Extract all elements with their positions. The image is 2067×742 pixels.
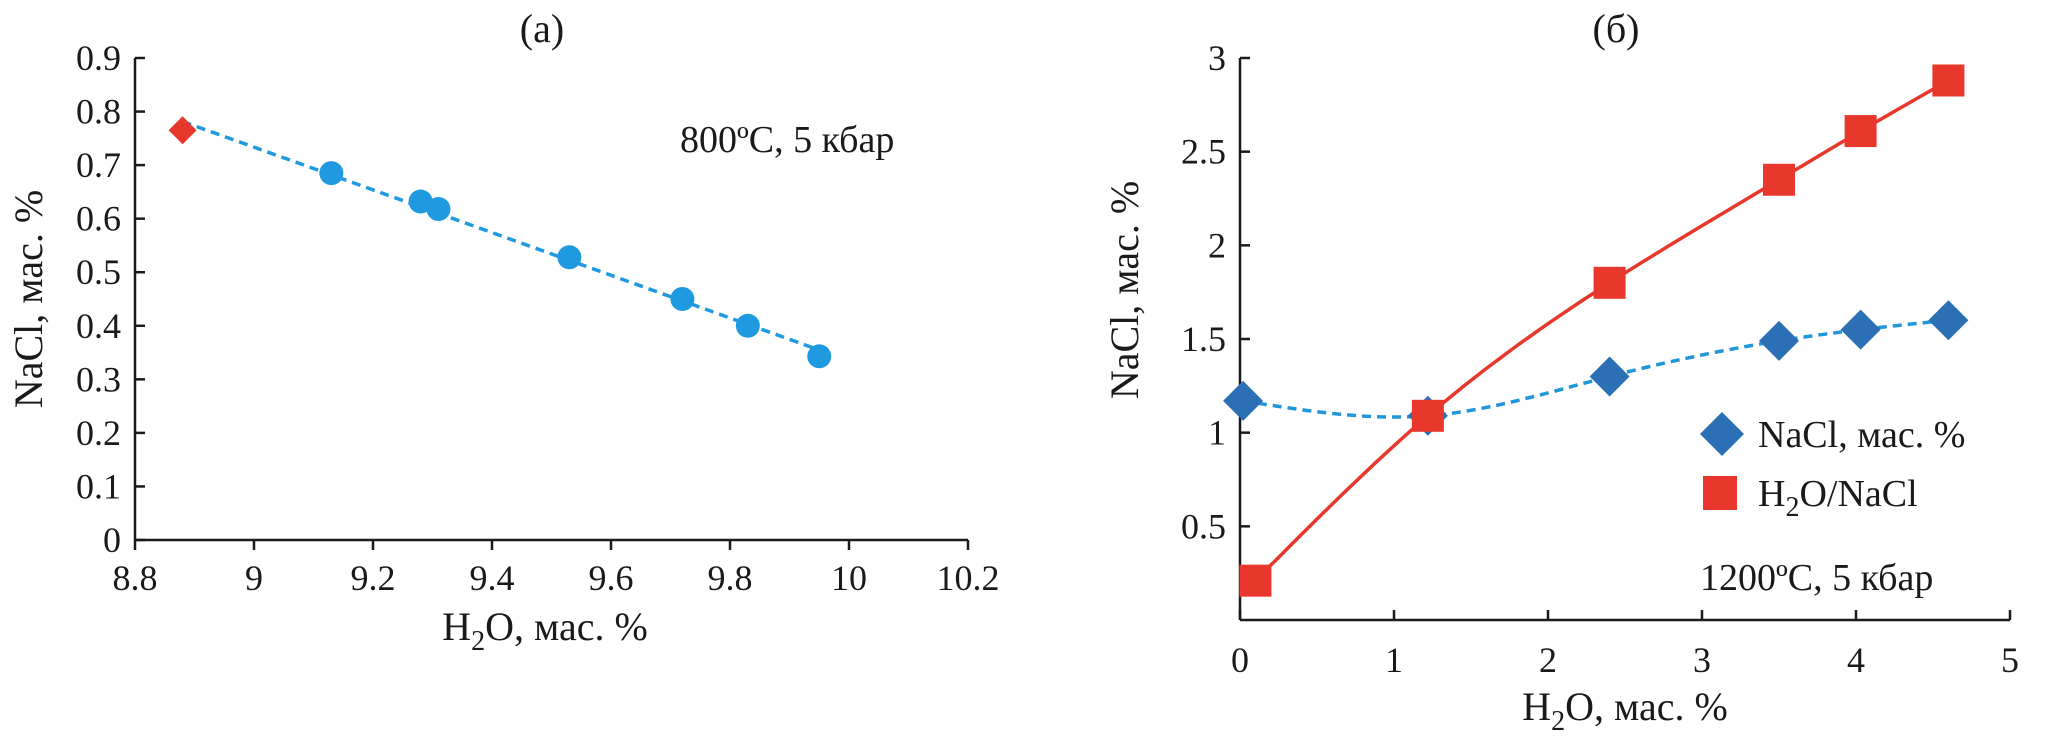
y-tick-label: 0 bbox=[103, 520, 121, 560]
x-tick-label: 9.6 bbox=[589, 558, 634, 598]
data-point-diamond bbox=[1928, 300, 1969, 341]
y-tick-label: 0.5 bbox=[76, 252, 121, 292]
x-tick-label: 10.2 bbox=[937, 558, 1000, 598]
legend-label-nacl: NaCl, мас. % bbox=[1758, 414, 1965, 456]
panel-b: (б) 0.5 1 1.5 2 2.5 3 0 1 2 3 4 5 1200ºC, 5 кбар N… bbox=[1102, 6, 2019, 737]
data-point-circle bbox=[557, 245, 582, 270]
y-tick-label: 1 bbox=[1208, 413, 1226, 453]
panel-b-y-ticks: 0.5 1 1.5 2 2.5 3 bbox=[1181, 38, 1250, 546]
data-point-circle bbox=[735, 313, 760, 338]
data-point-circle bbox=[319, 161, 344, 186]
x-tick-label: 2 bbox=[1539, 640, 1557, 680]
x-tick-label: 9.4 bbox=[470, 558, 515, 598]
y-tick-label: 0.7 bbox=[76, 145, 121, 185]
panel-b-title: (б) bbox=[1593, 6, 1640, 51]
data-point-square bbox=[1844, 115, 1877, 148]
panel-b-annotation: 1200ºC, 5 кбар bbox=[1700, 557, 1933, 599]
y-tick-label: 0.1 bbox=[76, 466, 121, 506]
data-point-square bbox=[1411, 399, 1444, 432]
data-point-diamond bbox=[1759, 320, 1799, 361]
panel-a-axes bbox=[133, 58, 968, 542]
x-tick-label: 9 bbox=[245, 558, 263, 598]
x-tick-label: 10 bbox=[831, 558, 867, 598]
panel-b-x-label: H2O, мас. % bbox=[1522, 684, 1728, 737]
y-tick-label: 0.2 bbox=[76, 413, 121, 453]
y-tick-label: 0.9 bbox=[76, 38, 121, 78]
panel-b-plot-area bbox=[1223, 64, 1969, 597]
x-tick-label: 1 bbox=[1385, 640, 1403, 680]
panel-a-y-label: NaCl, мас. % bbox=[6, 190, 51, 408]
x-tick-label: 9.2 bbox=[351, 558, 396, 598]
y-tick-label: 0.6 bbox=[76, 199, 121, 239]
y-tick-label: 2 bbox=[1208, 225, 1226, 265]
y-tick-label: 0.4 bbox=[76, 306, 121, 346]
y-tick-label: 0.5 bbox=[1181, 506, 1226, 546]
legend-marker-square bbox=[1703, 476, 1737, 510]
x-tick-label: 3 bbox=[1693, 640, 1711, 680]
data-point-circle bbox=[807, 344, 832, 369]
legend-label-h2o-nacl: H2O/NaCl bbox=[1758, 473, 1918, 523]
y-tick-label: 2.5 bbox=[1181, 132, 1226, 172]
panel-a: (а) 0 0.1 0.2 0.3 0.4 0.5 0.6 0.7 0.8 0.9 8.8 9 9.2… bbox=[6, 6, 1000, 657]
x-tick-label: 0 bbox=[1231, 640, 1249, 680]
x-tick-label: 4 bbox=[1847, 640, 1865, 680]
legend-entry-nacl: NaCl, мас. % bbox=[1700, 412, 1965, 456]
y-tick-label: 0.3 bbox=[76, 359, 121, 399]
panel-b-x-ticks: 0 1 2 3 4 5 bbox=[1231, 610, 2019, 680]
legend-marker-diamond bbox=[1700, 412, 1744, 456]
panel-b-y-label: NaCl, мас. % bbox=[1102, 181, 1147, 399]
series-line-nacl bbox=[1242, 318, 1949, 419]
panel-b-legend: NaCl, мас. % H2O/NaCl bbox=[1700, 412, 1965, 523]
data-point-diamond bbox=[1589, 356, 1630, 397]
panel-a-annotation: 800ºC, 5 кбар bbox=[680, 119, 894, 161]
panel-a-x-ticks: 8.8 9 9.2 9.4 9.6 9.8 10 10.2 bbox=[113, 540, 1000, 598]
data-point-circle bbox=[670, 287, 695, 311]
data-point-square bbox=[1932, 64, 1965, 97]
data-point-square bbox=[1239, 564, 1272, 597]
data-point-diamond bbox=[1840, 309, 1881, 350]
data-point-square bbox=[1763, 163, 1795, 196]
panel-a-y-ticks: 0 0.1 0.2 0.3 0.4 0.5 0.6 0.7 0.8 0.9 bbox=[76, 38, 145, 560]
x-tick-label: 8.8 bbox=[113, 558, 158, 598]
y-tick-label: 3 bbox=[1208, 38, 1226, 78]
data-point-circle bbox=[426, 197, 451, 222]
data-point-diamond bbox=[168, 116, 197, 145]
panel-b-axes bbox=[1238, 58, 2010, 622]
y-tick-label: 0.8 bbox=[76, 92, 121, 132]
panel-a-x-label: H2O, мас. % bbox=[442, 604, 648, 657]
x-tick-label: 9.8 bbox=[708, 558, 753, 598]
y-tick-label: 1.5 bbox=[1181, 319, 1226, 359]
data-point-square bbox=[1593, 266, 1626, 299]
x-tick-label: 5 bbox=[2001, 640, 2019, 680]
panel-a-title: (а) bbox=[520, 6, 564, 51]
trend-line bbox=[182, 119, 820, 352]
legend-entry-h2o-nacl: H2O/NaCl bbox=[1703, 473, 1918, 523]
panel-a-plot-area bbox=[168, 116, 832, 369]
data-point-diamond bbox=[1223, 380, 1264, 421]
